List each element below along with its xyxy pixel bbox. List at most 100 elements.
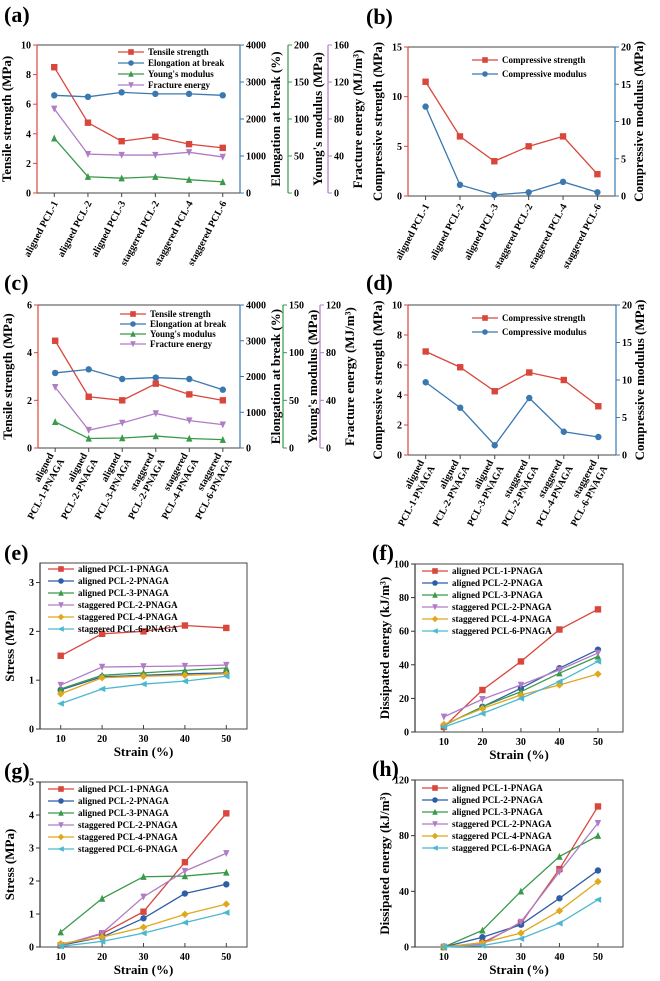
data-point bbox=[479, 696, 486, 703]
data-point bbox=[118, 174, 125, 182]
y-tick-label: 10 bbox=[392, 301, 402, 312]
data-point bbox=[152, 151, 159, 159]
legend-marker bbox=[432, 580, 438, 586]
y-tick-label: 20 bbox=[622, 301, 632, 312]
legend-marker bbox=[130, 321, 136, 327]
y-tick-label: 1000 bbox=[246, 152, 266, 163]
data-point bbox=[85, 434, 92, 442]
data-point bbox=[186, 434, 193, 442]
legend-label: aligned PCL-2-PNAGA bbox=[78, 796, 169, 806]
data-point bbox=[51, 134, 58, 142]
plot-frame bbox=[39, 781, 248, 948]
data-point bbox=[57, 940, 65, 948]
legend-marker bbox=[431, 615, 439, 623]
legend-label: staggered PCL-4-PNAGA bbox=[78, 612, 178, 622]
legend-label: staggered PCL-4-PNAGA bbox=[452, 614, 552, 624]
y-tick-label: 120 bbox=[326, 301, 341, 312]
data-point bbox=[478, 939, 487, 947]
y-tick-label: 100 bbox=[294, 115, 309, 126]
data-point bbox=[140, 908, 147, 915]
legend-label: aligned PCL-3-PNAGA bbox=[452, 807, 543, 817]
data-point bbox=[119, 434, 126, 442]
x-tick-label: staggered PCL-6 bbox=[561, 202, 604, 271]
legend-marker bbox=[432, 568, 438, 574]
panel-label: (d) bbox=[366, 270, 393, 295]
data-point bbox=[440, 720, 448, 729]
y-axis-label: Fracture energy (MJ/m³) bbox=[342, 307, 357, 446]
y-tick-label: 0 bbox=[404, 728, 409, 739]
legend-label: aligned PCL-1-PNAGA bbox=[452, 783, 543, 793]
legend-label: Elongation at break bbox=[148, 58, 224, 68]
y-tick-label: 0 bbox=[397, 192, 402, 203]
data-point bbox=[222, 673, 230, 680]
y-tick-label: 100 bbox=[394, 560, 409, 571]
y-tick-label: 3000 bbox=[246, 336, 266, 347]
y-tick-label: 10 bbox=[621, 117, 631, 128]
y-tick-label: 80 bbox=[334, 115, 344, 126]
x-tick-label: 40 bbox=[554, 952, 564, 963]
data-point bbox=[517, 691, 525, 699]
series-line-0 bbox=[54, 340, 223, 401]
y-tick-label: 80 bbox=[399, 831, 409, 842]
data-point bbox=[594, 189, 601, 196]
y-tick-label: 3 bbox=[29, 844, 34, 855]
y-tick-label: 150 bbox=[294, 78, 309, 89]
data-point bbox=[223, 810, 230, 817]
data-point bbox=[595, 403, 602, 410]
data-point bbox=[181, 666, 189, 674]
y-tick-label: 0 bbox=[326, 444, 331, 455]
data-point bbox=[517, 918, 525, 926]
series-line-3 bbox=[54, 386, 223, 431]
data-point bbox=[186, 375, 193, 383]
data-point bbox=[185, 90, 193, 98]
data-point bbox=[479, 926, 486, 934]
data-point bbox=[555, 907, 564, 915]
y-tick-label: 6 bbox=[27, 301, 32, 312]
data-point bbox=[51, 418, 59, 425]
data-point bbox=[185, 175, 193, 183]
legend-label: Compressive strength bbox=[502, 55, 585, 65]
y-tick-label: 5 bbox=[397, 142, 402, 153]
legend-marker bbox=[58, 822, 64, 829]
data-point bbox=[594, 658, 602, 665]
y-tick-label: 0 bbox=[397, 451, 402, 462]
legend-label: staggered PCL-6-PNAGA bbox=[452, 626, 552, 636]
data-point bbox=[57, 943, 64, 950]
y-tick-label: 4000 bbox=[246, 301, 266, 312]
data-point bbox=[57, 700, 64, 707]
data-point bbox=[560, 428, 567, 435]
legend-label: aligned PCL-3-PNAGA bbox=[78, 808, 169, 818]
data-point bbox=[223, 850, 230, 857]
x-tick-label: aligned PCL-1 bbox=[393, 202, 432, 262]
legend-marker bbox=[432, 808, 438, 815]
data-point bbox=[85, 393, 92, 400]
data-point bbox=[98, 933, 106, 941]
y-tick-label: 2 bbox=[27, 396, 32, 407]
panel-label: (g) bbox=[4, 758, 30, 783]
data-point bbox=[118, 138, 125, 145]
data-point bbox=[152, 374, 159, 381]
y-tick-label: 2 bbox=[29, 627, 34, 638]
chart-panel-e: (e) 0 1 2 3 Stress (MPa) 10 20 30 40 50 Strain (%) a… bbox=[2, 540, 248, 759]
y-tick-label: 150 bbox=[289, 301, 304, 312]
y-axis-label: Stress (MPa) bbox=[2, 829, 17, 901]
data-point bbox=[98, 630, 106, 637]
y-tick-label: 3000 bbox=[246, 78, 266, 89]
data-point bbox=[491, 388, 498, 395]
y-tick-label: 4 bbox=[27, 348, 32, 359]
data-point bbox=[51, 384, 59, 391]
legend-label: staggered PCL-6-PNAGA bbox=[78, 844, 178, 854]
series-line-3 bbox=[53, 108, 223, 158]
data-point bbox=[139, 929, 147, 937]
data-point bbox=[119, 419, 126, 427]
data-point bbox=[525, 189, 532, 196]
y-tick-label: 60 bbox=[399, 627, 409, 638]
y-tick-label: 80 bbox=[399, 593, 409, 604]
legend-marker bbox=[130, 341, 136, 348]
data-point bbox=[51, 337, 59, 344]
y-tick-label: 0 bbox=[622, 451, 627, 462]
y-tick-label: 50 bbox=[289, 396, 299, 407]
